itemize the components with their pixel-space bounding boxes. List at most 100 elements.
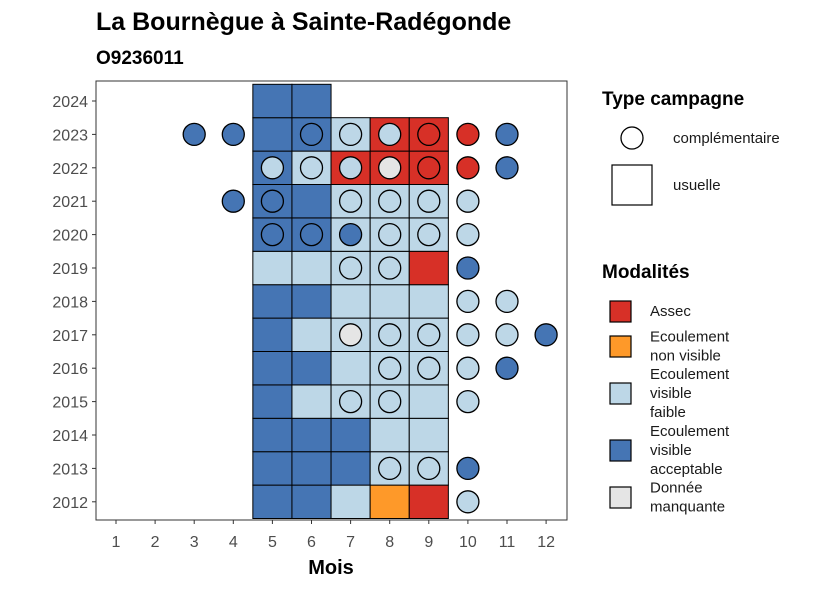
x-tick-label: 4 (229, 534, 238, 551)
tile-2014-9 (408, 417, 449, 453)
point-2020-8 (378, 222, 402, 247)
tile-2016-6 (291, 351, 332, 386)
tile-2012-6 (291, 484, 332, 520)
point-2022-7 (338, 156, 363, 180)
y-tick-label: 2015 (52, 395, 88, 412)
y-tick-label: 2018 (52, 294, 88, 311)
y-tick-label: 2023 (52, 127, 88, 144)
legend-key-N (609, 335, 632, 358)
legend-type-label: complémentaire (673, 130, 780, 147)
point-2017-7 (338, 323, 363, 347)
x-tick-label: 1 (112, 534, 121, 551)
legend-type-campagne: Type campagne complémentaire usuelle (602, 89, 780, 206)
tile-2024-6 (291, 83, 332, 119)
point-2022-5 (260, 156, 285, 180)
point-2023-4 (221, 122, 245, 147)
tile-2012-8 (369, 484, 410, 520)
x-tick-label: 6 (307, 534, 316, 551)
point-2016-8 (378, 356, 402, 380)
legend-modalite-label: visible (650, 442, 692, 459)
x-tick-label: 10 (459, 534, 477, 551)
point-2020-9 (417, 222, 441, 247)
point-2022-9 (417, 156, 441, 180)
point-2013-9 (417, 456, 441, 481)
point-2023-10 (456, 122, 480, 147)
legend-modalite-label: visible (650, 385, 692, 402)
legend-type-title: Type campagne (602, 89, 744, 110)
point-2022-11 (495, 156, 519, 180)
x-tick-label: 8 (385, 534, 394, 551)
point-2021-10 (456, 189, 480, 213)
point-2015-8 (378, 389, 402, 414)
legend-modalite-label: manquante (650, 499, 725, 516)
point-2021-9 (417, 189, 441, 213)
point-2023-7 (338, 122, 363, 147)
legend-modalite-label: Assec (650, 303, 691, 320)
tile-2016-5 (252, 351, 293, 386)
legend-modalite-label: acceptable (650, 461, 723, 478)
point-2018-11 (495, 289, 519, 314)
x-tick-label: 11 (499, 534, 516, 551)
legend-modalite-label: Donnée (650, 480, 703, 497)
legend-modalite-label: Ecoulement (650, 423, 730, 440)
point-2021-4 (221, 189, 245, 213)
point-2017-9 (417, 323, 441, 347)
x-axis-title: Mois (308, 557, 354, 579)
tile-2017-6 (291, 317, 332, 353)
point-2017-11 (495, 323, 519, 347)
point-2021-5 (260, 189, 285, 213)
x-tick-label: 5 (268, 534, 277, 551)
point-2019-10 (456, 256, 480, 280)
legend-key-A (609, 300, 632, 323)
tile-2012-5 (252, 484, 293, 520)
point-2023-11 (495, 122, 519, 147)
y-tick-label: 2013 (52, 461, 88, 478)
y-tick-label: 2016 (52, 361, 88, 378)
tile-2015-5 (252, 384, 293, 419)
point-2021-8 (378, 189, 402, 213)
legend-modalite-label: non visible (650, 348, 721, 365)
point-2022-10 (456, 156, 480, 180)
tile-2023-5 (252, 117, 293, 152)
point-2023-8 (378, 122, 402, 147)
plot-area (95, 80, 568, 521)
point-2013-8 (378, 456, 402, 481)
y-tick-label: 2014 (52, 428, 88, 445)
tile-2013-7 (330, 451, 371, 486)
tile-2019-5 (252, 250, 293, 286)
tile-2016-7 (330, 351, 371, 386)
point-2019-7 (338, 256, 363, 280)
x-axis: 1 2 3 4 5 6 7 8 9 10 11 12 (112, 520, 555, 551)
point-2020-5 (260, 222, 285, 247)
x-tick-label: 2 (151, 534, 160, 551)
tile-2014-6 (291, 417, 332, 453)
tile-2013-6 (291, 451, 332, 486)
point-2017-8 (378, 323, 402, 347)
point-2016-11 (495, 356, 519, 380)
tile-2014-7 (330, 417, 371, 453)
point-2023-9 (417, 122, 441, 147)
y-tick-label: 2020 (52, 228, 88, 245)
point-2017-12 (534, 323, 558, 347)
tile-2018-8 (369, 284, 410, 319)
tile-2015-6 (291, 384, 332, 419)
point-2020-7 (338, 222, 363, 247)
tile-2015-9 (408, 384, 449, 419)
point-2021-7 (338, 189, 363, 213)
tile-2013-5 (252, 451, 293, 486)
y-tick-label: 2022 (52, 161, 88, 178)
y-tick-label: 2021 (52, 194, 88, 211)
tile-2017-5 (252, 317, 293, 353)
point-2015-7 (338, 389, 363, 414)
tile-2012-7 (330, 484, 371, 520)
legend-type-key-circle (620, 126, 644, 150)
y-tick-label: 2017 (52, 328, 88, 345)
legend-modalite-label: faible (650, 404, 686, 421)
tile-2018-5 (252, 284, 293, 319)
legend-key-F (609, 382, 632, 405)
tile-2019-6 (291, 250, 332, 286)
point-2017-10 (456, 323, 480, 347)
chart-subtitle: O9236011 (96, 48, 184, 69)
tile-2018-7 (330, 284, 371, 319)
